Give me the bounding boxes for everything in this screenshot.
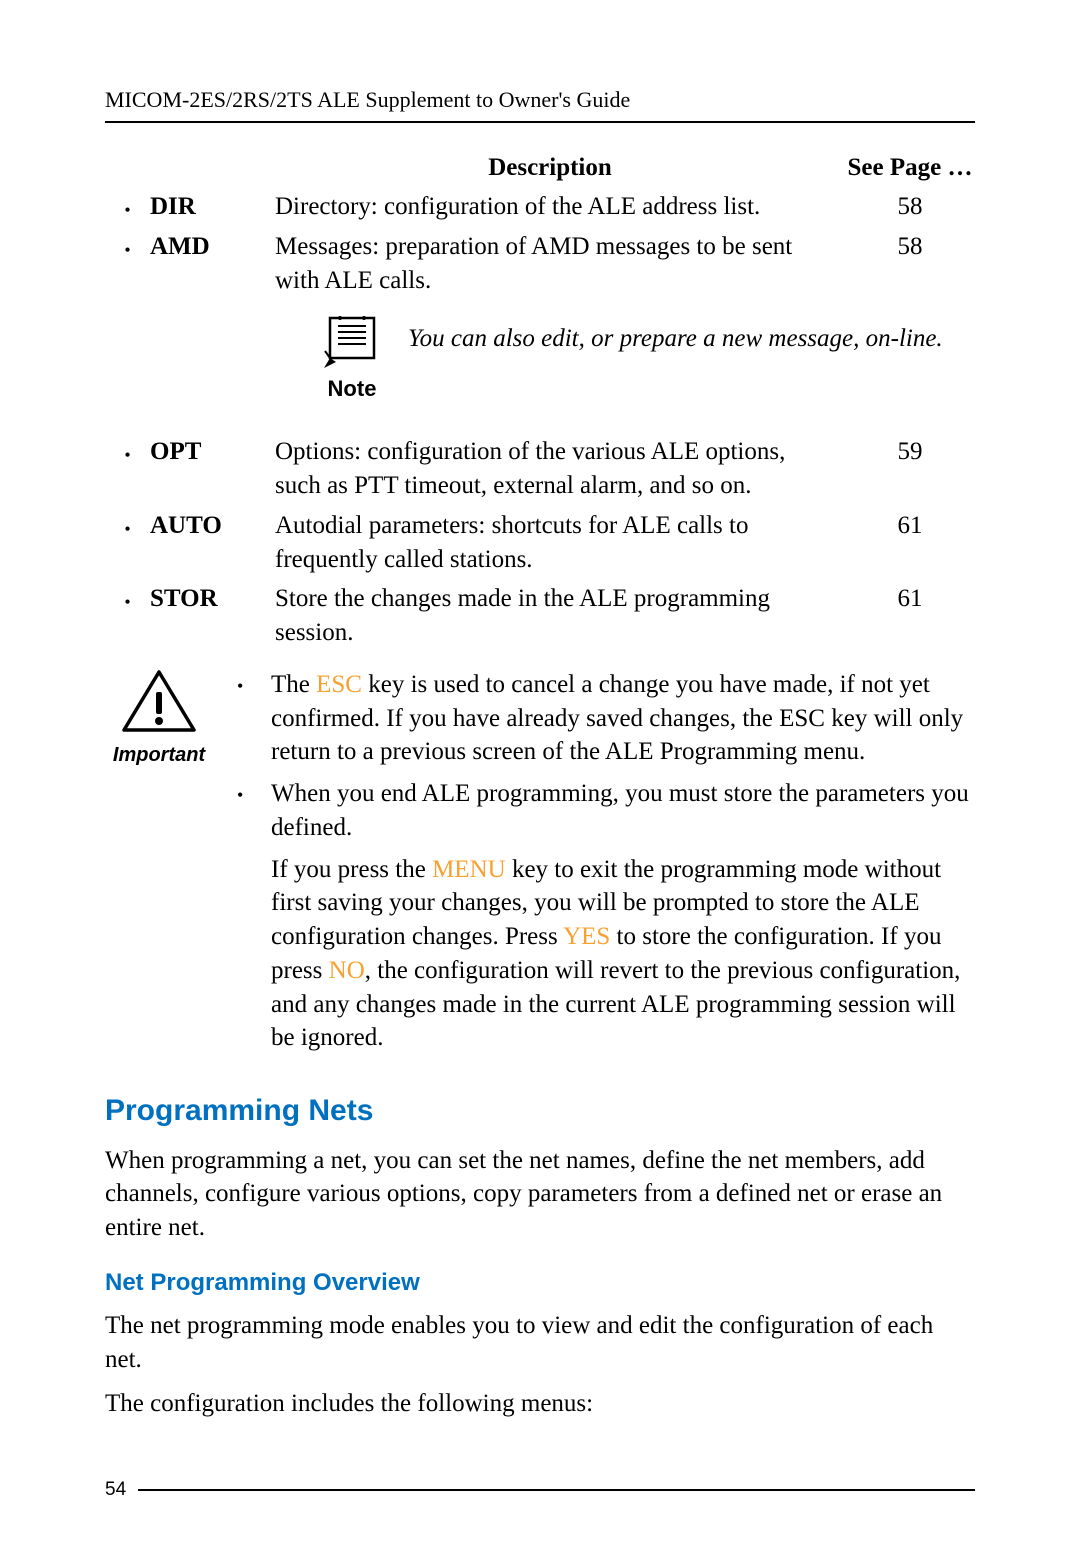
note-text: You can also edit, or prepare a new mess… — [408, 316, 943, 356]
note-icon-wrap: Note — [320, 316, 384, 404]
note-icon — [320, 316, 384, 370]
page-footer: 54 — [105, 1477, 975, 1503]
important-text-2: When you end ALE programming, you must s… — [271, 777, 975, 845]
table-header-row: Description See Page … — [105, 151, 975, 185]
table-row: • DIR Directory: configuration of the AL… — [105, 190, 975, 224]
item-page: 58 — [845, 230, 975, 264]
footer-rule — [138, 1489, 975, 1491]
cont-post: , the configuration will revert to the p… — [271, 957, 960, 1052]
header-see-page: See Page … — [845, 151, 975, 185]
section-paragraph: When programming a net, you can set the … — [105, 1144, 975, 1245]
text-post: key is used to cancel a change you have … — [271, 671, 963, 766]
item-page: 61 — [845, 582, 975, 616]
important-block: Important • The ESC key is used to cance… — [105, 668, 975, 1055]
warning-triangle-icon — [120, 668, 198, 736]
item-label: OPT — [150, 435, 275, 469]
bullet-icon: • — [105, 582, 150, 616]
text-pre: The — [271, 671, 316, 698]
section-paragraph: The net programming mode enables you to … — [105, 1309, 975, 1377]
important-continuation: If you press the MENU key to exit the pr… — [271, 853, 975, 1056]
important-label: Important — [105, 742, 213, 769]
table-row: • STOR Store the changes made in the ALE… — [105, 582, 975, 650]
menu-key-text: MENU — [432, 856, 506, 883]
important-bullet-2: • When you end ALE programming, you must… — [231, 777, 975, 845]
important-icon-wrap: Important — [105, 668, 213, 1055]
item-desc: Options: configuration of the various AL… — [275, 435, 845, 503]
header-spacer — [105, 151, 150, 185]
section-heading-programming-nets: Programming Nets — [105, 1091, 975, 1132]
item-page: 59 — [845, 435, 975, 469]
note-label: Note — [328, 374, 377, 404]
important-bullet-1: • The ESC key is used to cancel a change… — [231, 668, 975, 769]
item-desc: Store the changes made in the ALE progra… — [275, 582, 845, 650]
page-header: MICOM-2ES/2RS/2TS ALE Supplement to Owne… — [105, 85, 975, 123]
item-label: STOR — [150, 582, 275, 616]
header-spacer-label — [150, 151, 275, 185]
page-number: 54 — [105, 1477, 138, 1503]
table-row: • AUTO Autodial parameters: shortcuts fo… — [105, 509, 975, 577]
item-desc: Autodial parameters: shortcuts for ALE c… — [275, 509, 845, 577]
item-page: 58 — [845, 190, 975, 224]
bullet-icon: • — [105, 435, 150, 469]
cont-pre: If you press the — [271, 856, 432, 883]
note-block: Note You can also edit, or prepare a new… — [320, 316, 975, 404]
bullet-icon: • — [231, 777, 271, 845]
bullet-icon: • — [105, 509, 150, 543]
bullet-icon: • — [105, 190, 150, 224]
item-label: DIR — [150, 190, 275, 224]
item-label: AUTO — [150, 509, 275, 543]
table-row: • AMD Messages: preparation of AMD messa… — [105, 230, 975, 298]
bullet-icon: • — [105, 230, 150, 264]
important-text-1: The ESC key is used to cancel a change y… — [271, 668, 975, 769]
header-description: Description — [275, 151, 845, 185]
no-key-text: NO — [329, 957, 365, 984]
description-table-2: • OPT Options: configuration of the vari… — [105, 435, 975, 650]
bullet-icon: • — [231, 668, 271, 769]
item-desc: Directory: configuration of the ALE addr… — [275, 190, 845, 224]
item-label: AMD — [150, 230, 275, 264]
subsection-heading-net-overview: Net Programming Overview — [105, 1267, 975, 1299]
yes-key-text: YES — [563, 923, 610, 950]
table-row: • OPT Options: configuration of the vari… — [105, 435, 975, 503]
section-paragraph: The configuration includes the following… — [105, 1387, 975, 1421]
item-page: 61 — [845, 509, 975, 543]
item-desc: Messages: preparation of AMD messages to… — [275, 230, 845, 298]
esc-key-text: ESC — [316, 671, 362, 698]
important-content: • The ESC key is used to cancel a change… — [231, 668, 975, 1055]
description-table: Description See Page … • DIR Directory: … — [105, 151, 975, 298]
